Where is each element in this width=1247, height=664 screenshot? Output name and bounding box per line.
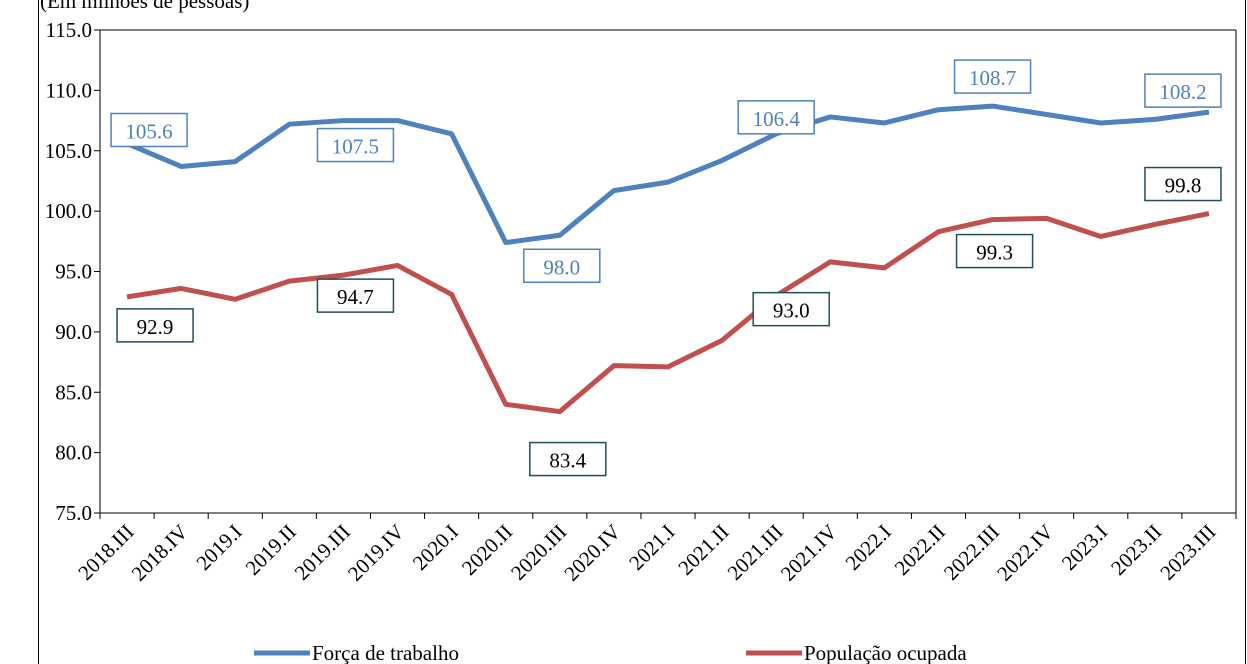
data-label-box — [953, 59, 1032, 94]
x-tick-label: 2019.I — [191, 520, 246, 575]
data-label: 107.5 — [316, 127, 395, 163]
data-label: 105.6 — [110, 112, 188, 148]
x-tick-label: 2021.I — [624, 520, 679, 575]
data-label-box — [752, 291, 830, 327]
y-tick-label: 80.0 — [55, 441, 92, 465]
data-label-text: 92.9 — [137, 315, 174, 339]
y-tick-label: 90.0 — [55, 320, 92, 344]
x-tick-label: 2019.III — [290, 520, 355, 585]
data-label-box — [523, 248, 601, 284]
data-label-box — [1144, 73, 1222, 108]
x-tick-label: 2018.IV — [127, 520, 193, 586]
data-label-box — [737, 100, 815, 135]
x-tick-label: 2021.IV — [776, 520, 842, 586]
y-tick-label: 85.0 — [55, 380, 92, 404]
data-label-box — [316, 127, 395, 163]
x-tick-label: 2022.I — [841, 520, 896, 575]
legend-label: Força de trabalho — [312, 641, 459, 664]
x-tick-label: 2019.IV — [343, 520, 409, 586]
data-label-text: 99.8 — [1165, 174, 1202, 198]
legend-label: População ocupada — [804, 641, 967, 664]
data-label: 92.9 — [116, 308, 194, 343]
data-label-text: 108.7 — [969, 66, 1016, 90]
data-label: 108.7 — [953, 59, 1032, 94]
x-tick-label: 2022.IV — [992, 520, 1058, 586]
data-label: 93.0 — [752, 291, 830, 327]
y-tick-label: 100.0 — [45, 199, 92, 223]
data-label-text: 99.3 — [976, 241, 1013, 265]
data-label-box — [110, 112, 188, 148]
data-label: 94.7 — [316, 278, 395, 313]
x-tick-label: 2023.III — [1155, 520, 1220, 585]
y-tick-label: 110.0 — [46, 78, 92, 102]
data-label-box — [1144, 166, 1222, 202]
data-label-box — [116, 308, 194, 343]
data-label-text: 105.6 — [125, 120, 172, 144]
data-label: 98.0 — [523, 248, 601, 284]
series-line — [126, 103, 1210, 246]
data-label-box — [955, 233, 1034, 269]
x-tick-label: 2020.IV — [559, 520, 625, 586]
data-label: 99.8 — [1144, 166, 1222, 202]
data-label-text: 94.7 — [337, 285, 374, 309]
data-label-text: 83.4 — [549, 449, 586, 473]
chart-frame — [38, 0, 1246, 664]
y-tick-label: 105.0 — [45, 139, 92, 163]
data-label: 83.4 — [529, 441, 607, 477]
x-tick-label: 2022.III — [939, 520, 1004, 585]
series-line — [126, 211, 1210, 415]
data-label-text: 93.0 — [773, 299, 810, 323]
data-label: 99.3 — [955, 233, 1034, 269]
data-label-text: 106.4 — [753, 107, 801, 131]
data-label-box — [316, 278, 395, 313]
data-label-text: 107.5 — [332, 135, 379, 159]
y-tick-label: 115.0 — [46, 18, 92, 42]
x-tick-label: 2020.I — [408, 520, 463, 575]
data-label-text: 98.0 — [543, 255, 580, 279]
data-label: 106.4 — [737, 100, 815, 135]
x-tick-label: 2020.III — [506, 520, 571, 585]
x-tick-label: 2018.III — [73, 520, 138, 585]
x-tick-label: 2023.I — [1057, 520, 1112, 575]
x-tick-label: 2021.III — [723, 520, 788, 585]
data-label-text: 108.2 — [1159, 80, 1206, 104]
data-label-box — [529, 441, 607, 477]
y-tick-label: 75.0 — [55, 501, 92, 525]
chart-subtitle: (Em milhões de pessoas) — [40, 0, 249, 13]
data-label: 108.2 — [1144, 73, 1222, 108]
y-tick-label: 95.0 — [55, 260, 92, 284]
